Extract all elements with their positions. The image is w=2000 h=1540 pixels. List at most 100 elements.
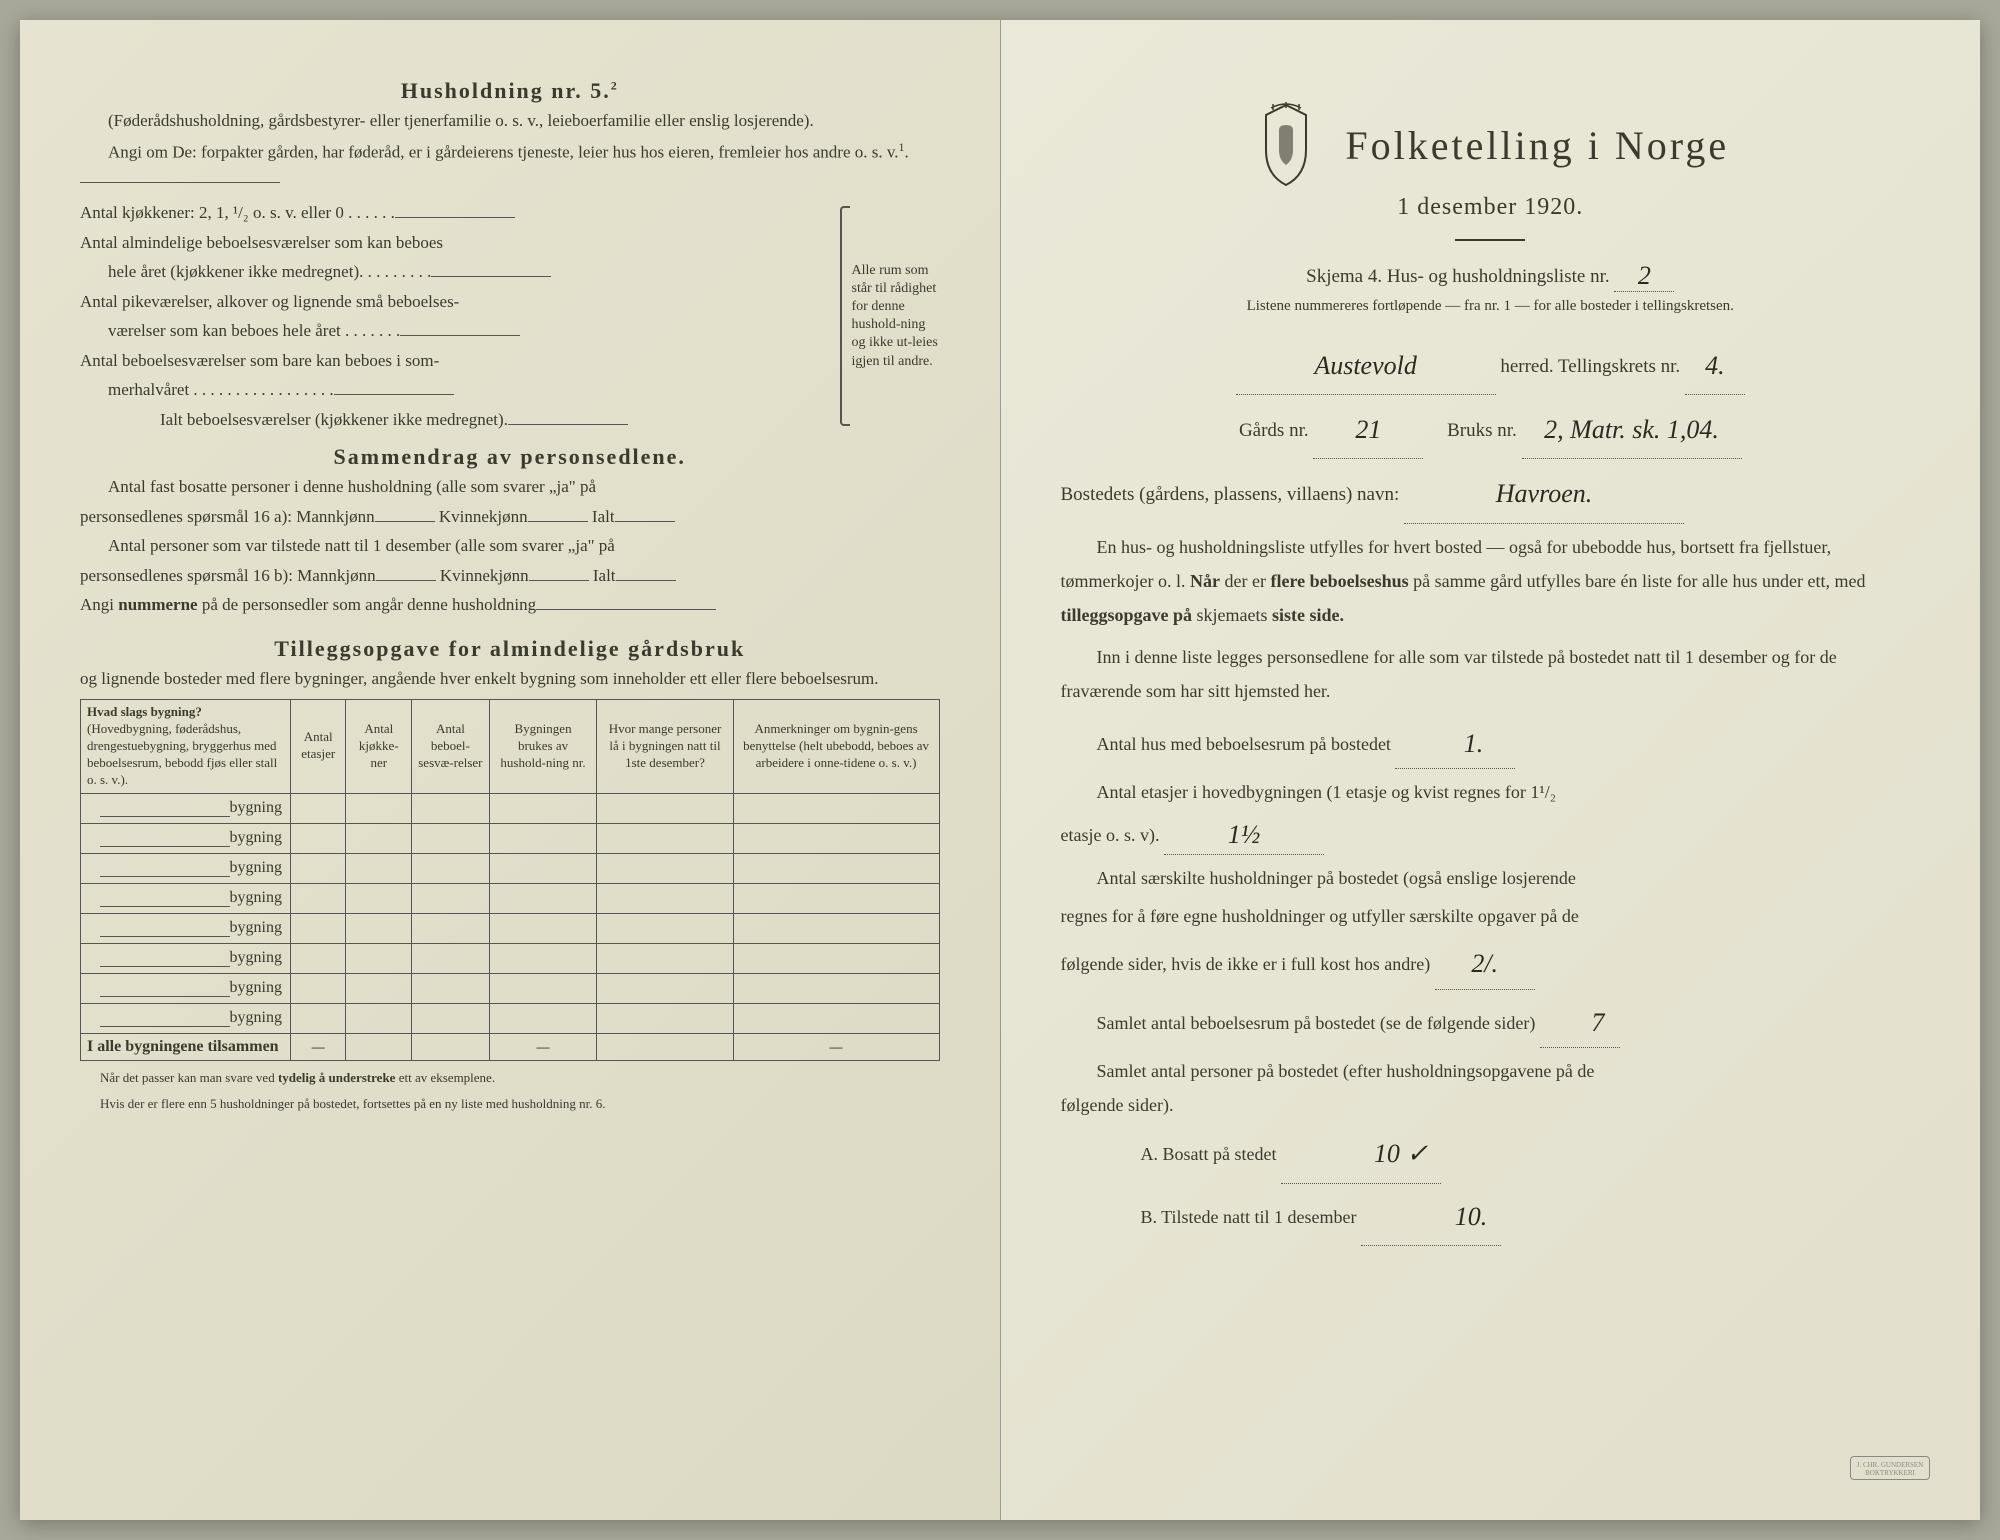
bruks-label: Bruks nr. [1447,420,1517,441]
blank-cell [412,853,490,883]
blank-cell [733,913,939,943]
blank-cell [489,883,597,913]
sommer-line2: merhalvåret . . . . . . . . . . . . . . … [80,377,840,403]
blank-cell [597,1033,733,1060]
blank-cell [346,943,412,973]
etasjer-line2: etasje o. s. v). 1½ [1061,813,1921,853]
blank-cell [412,973,490,1003]
etasjer-label2: etasje o. s. v). [1061,825,1160,845]
table-row: bygning [81,1003,940,1033]
blank-cell [597,883,733,913]
sammendrag-2a: Antal personer som var tilstede natt til… [80,533,940,559]
listene-note: Listene nummereres fortløpende — fra nr.… [1061,298,1921,315]
table-row: bygning [81,943,940,973]
tilstede-line: B. Tilstede natt til 1 desember 10. [1061,1186,1921,1244]
blank-cell [597,943,733,973]
s1b-text: personsedlenes spørsmål 16 a): Mannkjønn [80,507,375,526]
para2: Inn i denne liste legges personsedlene f… [1061,640,1921,708]
bosted-value: Havroen. [1404,465,1684,523]
tillegg-note: og lignende bosteder med flere bygninger… [80,666,940,692]
blank-cell [412,793,490,823]
blank [376,580,436,581]
blank-cell [346,883,412,913]
kvinne-label: Kvinnekjønn [439,507,528,526]
main-title: Folketelling i Norge [1345,122,1729,169]
th-anmerk: Anmerkninger om bygnin-gens benyttelse (… [733,700,939,793]
bruks-value: 2, Matr. sk. 1,04. [1522,401,1742,459]
husholdning-title: Husholdning nr. 5.2 [80,78,940,104]
blank-cell [412,823,490,853]
blank-cell [291,943,346,973]
sammendrag-1a: Antal fast bosatte personer i denne hush… [80,474,940,500]
total-label: I alle bygningene tilsammen [81,1033,291,1060]
husholdning-note: (Føderådshusholdning, gårdsbestyrer- ell… [80,108,940,134]
blank-cell [733,1003,939,1033]
dash: — [733,1033,939,1060]
table-row: bygning [81,853,940,883]
sommer-line1: Antal beboelsesværelser som bare kan beb… [80,348,840,374]
blank-cell [291,823,346,853]
skjema-label: Skjema 4. Hus- og husholdningsliste nr. [1306,266,1609,287]
ialt-label2: Ialt [593,566,616,585]
blank [400,335,520,336]
saerskilte2: regnes for å føre egne husholdninger og … [1061,899,1921,933]
th-personer: Hvor mange personer lå i bygningen natt … [597,700,733,793]
blank [375,521,435,522]
blank-cell [346,1033,412,1060]
angi-line: Angi om De: forpakter gården, har føderå… [80,138,940,191]
samlet-rum-line: Samlet antal beboelsesrum på bostedet (s… [1061,996,1921,1046]
blank-cell [489,793,597,823]
etasjer-value: 1½ [1164,815,1324,855]
blank-cell [733,883,939,913]
angi-numrene: Angi nummerne på de personsedler som ang… [80,592,940,618]
blank-cell [489,913,597,943]
skjema-value: 2 [1614,261,1674,292]
bosatt-label: A. Bosatt på stedet [1141,1144,1277,1164]
bosatt-value: 10 ✓ [1281,1125,1441,1183]
row-label-cell: bygning [81,793,291,823]
blank-cell [346,793,412,823]
blank-cell [291,1003,346,1033]
herred-value: Austevold [1236,337,1496,395]
herred-line: Austevold herred. Tellingskrets nr. 4. [1061,335,1921,393]
blank-cell [291,973,346,1003]
para1: En hus- og husholdningsliste utfylles fo… [1061,530,1921,633]
th-kjokkener: Antal kjøkke-ner [346,700,412,793]
row-label-cell: bygning [81,883,291,913]
kjokkener-line: Antal kjøkkener: 2, 1, ¹/₂ o. s. v. elle… [80,200,840,226]
samlet-rum-label: Samlet antal beboelsesrum på bostedet (s… [1097,1013,1536,1033]
row-label-cell: bygning [81,943,291,973]
skjema-line: Skjema 4. Hus- og husholdningsliste nr. … [1061,259,1921,290]
table-row: bygning [81,973,940,1003]
blank [395,217,515,218]
blank-cell [346,853,412,883]
row-label-cell: bygning [81,823,291,853]
angi-line-text: Angi om De: forpakter gården, har føderå… [108,142,899,161]
blank-cell [291,913,346,943]
blank-cell [412,943,490,973]
blank-cell [733,853,939,883]
blank [431,276,551,277]
ialt-label: Ialt [592,507,615,526]
blank-cell [733,943,939,973]
blank-cell [412,883,490,913]
sammendrag-2b: personsedlenes spørsmål 16 b): Mannkjønn… [80,563,940,589]
blank-cell [291,793,346,823]
crest-icon [1251,100,1321,190]
samlet-pers2: følgende sider). [1061,1092,1921,1119]
dash: — [291,1033,346,1060]
blank-cell [597,793,733,823]
table-row: bygning [81,883,940,913]
husholdning-sup: 2 [611,79,619,93]
table-row: bygning [81,913,940,943]
th-brukes: Bygningen brukes av hushold-ning nr. [489,700,597,793]
herred-label: herred. Tellingskrets nr. [1500,356,1680,377]
kvinne-label2: Kvinnekjønn [440,566,529,585]
right-header: Folketelling i Norge [1061,100,1921,190]
blank-cell [597,973,733,1003]
blank-cell [291,853,346,883]
alm-line2-text: hele året (kjøkkener ikke medregnet). . … [108,262,431,281]
brace-section: Antal kjøkkener: 2, 1, ¹/₂ o. s. v. elle… [80,196,940,436]
ialt-line: Ialt beboelsesværelser (kjøkkener ikke m… [80,407,840,433]
blank-cell [346,973,412,1003]
